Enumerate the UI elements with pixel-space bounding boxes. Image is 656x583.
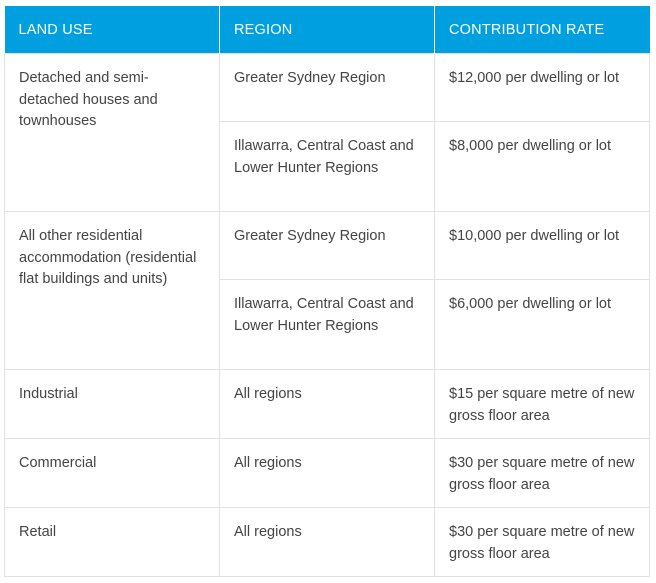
land-use-industrial: Industrial (4, 369, 220, 439)
table-body: Detached and semi-detached houses and to… (4, 53, 650, 577)
header-row: LAND USE REGION CONTRIBUTION RATE (4, 6, 650, 54)
land-use-detached: Detached and semi-detached houses and to… (4, 53, 220, 212)
land-use-commercial: Commercial (4, 438, 220, 508)
rate-cell: $15 per square metre of new gross floor … (434, 369, 650, 439)
region-cell: Illawarra, Central Coast and Lower Hunte… (219, 279, 435, 370)
rate-cell: $10,000 per dwelling or lot (434, 211, 650, 280)
land-use-other-residential: All other residential accommodation (res… (4, 211, 220, 370)
rate-cell: $30 per square metre of new gross floor … (434, 507, 650, 577)
contribution-table-container: LAND USE REGION CONTRIBUTION RATE Detach… (4, 6, 650, 577)
header-region: REGION (219, 6, 435, 54)
table-row: All other residential accommodation (res… (4, 211, 650, 370)
table-row: Detached and semi-detached houses and to… (4, 53, 650, 212)
contribution-rates-table: LAND USE REGION CONTRIBUTION RATE Detach… (4, 6, 650, 577)
header-contribution-rate: CONTRIBUTION RATE (434, 6, 650, 54)
table-row: Illawarra, Central Coast and Lower Hunte… (5, 279, 650, 370)
table-row: Industrial All regions $15 per square me… (4, 369, 650, 439)
rate-cell: $12,000 per dwelling or lot (434, 53, 650, 122)
land-use-retail: Retail (4, 507, 220, 577)
table-header: LAND USE REGION CONTRIBUTION RATE (4, 6, 650, 54)
region-cell: Greater Sydney Region (219, 53, 435, 122)
region-cell: Greater Sydney Region (219, 211, 435, 280)
rate-cell: $6,000 per dwelling or lot (434, 279, 650, 370)
rate-cell: $8,000 per dwelling or lot (434, 121, 650, 212)
table-row: Retail All regions $30 per square metre … (4, 507, 650, 577)
rate-cell: $30 per square metre of new gross floor … (434, 438, 650, 508)
region-cell: All regions (219, 507, 435, 577)
header-land-use: LAND USE (4, 6, 220, 54)
table-row: Commercial All regions $30 per square me… (4, 438, 650, 508)
region-cell: Illawarra, Central Coast and Lower Hunte… (219, 121, 435, 212)
region-cell: All regions (219, 369, 435, 439)
table-row: Illawarra, Central Coast and Lower Hunte… (5, 121, 650, 212)
region-cell: All regions (219, 438, 435, 508)
